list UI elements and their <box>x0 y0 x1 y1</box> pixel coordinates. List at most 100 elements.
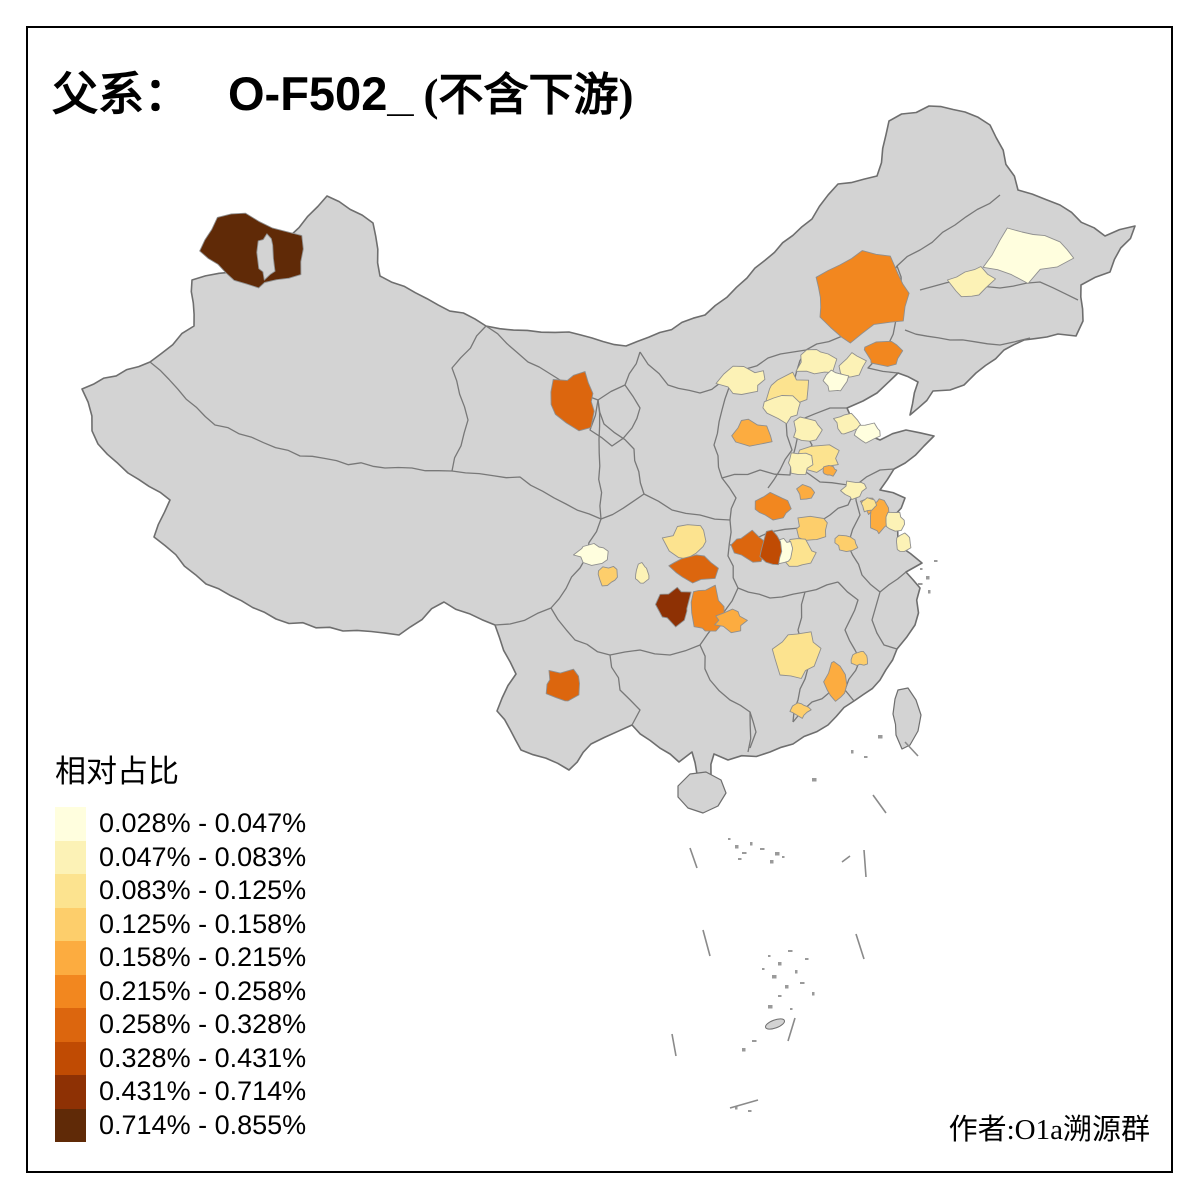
sea-island-speck <box>778 962 782 966</box>
legend-range-label: 0.028% - 0.047% <box>99 808 307 838</box>
sea-island-speck <box>770 860 774 864</box>
sea-island-speck <box>795 970 798 974</box>
legend-range-label: 0.714% - 0.855% <box>99 1109 307 1140</box>
province-border <box>589 351 641 447</box>
colored-region <box>714 608 748 634</box>
legend-range-label: 0.125% - 0.158% <box>99 908 307 939</box>
legend-range-label: 0.047% - 0.083% <box>99 841 307 872</box>
province-border <box>494 518 602 626</box>
colored-region <box>788 452 814 476</box>
sea-island-speck <box>934 560 938 562</box>
province-border <box>847 485 907 593</box>
colored-region <box>668 554 719 584</box>
sea-island-speck <box>864 756 868 758</box>
province-border <box>550 607 725 656</box>
colored-region <box>789 702 812 719</box>
province-border <box>723 519 739 613</box>
colored-region <box>661 524 707 560</box>
province-border <box>721 419 801 479</box>
legend-row: 0.125% - 0.158% <box>55 907 307 941</box>
colored-region <box>690 584 725 632</box>
province-border <box>737 581 839 599</box>
legend-swatch <box>55 840 86 874</box>
sea-island-speck <box>768 955 771 957</box>
colored-region <box>946 266 996 298</box>
legend-swatch <box>55 1108 86 1142</box>
maritime-dash <box>863 849 867 878</box>
province-border <box>799 419 895 487</box>
sea-island <box>765 1018 785 1030</box>
legend-range-label: 0.328% - 0.431% <box>99 1042 307 1073</box>
sea-island-speck <box>778 995 782 997</box>
sea-island-speck <box>772 975 777 979</box>
colored-region <box>823 661 848 702</box>
colored-region <box>860 497 878 513</box>
maritime-dash <box>729 1099 759 1109</box>
legend-row: 0.328% - 0.431% <box>55 1041 307 1075</box>
legend-row: 0.083% - 0.125% <box>55 874 306 908</box>
colored-region <box>896 532 912 553</box>
sea-island-speck <box>752 1040 757 1042</box>
legend-rows: 0.028% - 0.047% 0.047% - 0.083% 0.083% - 0… <box>55 807 306 1142</box>
sea-island-speck <box>920 568 923 570</box>
maritime-dash <box>702 929 711 957</box>
sea-island-speck <box>812 992 815 996</box>
sea-island-speck <box>775 852 780 856</box>
sea-island-speck <box>805 958 809 960</box>
colored-region <box>754 491 792 521</box>
maritime-dash <box>872 794 887 814</box>
sea-island-speck <box>768 1005 773 1009</box>
sea-island-speck <box>738 858 742 860</box>
province-border <box>749 711 757 749</box>
legend-row: 0.028% - 0.047% <box>55 807 306 841</box>
colored-region <box>982 227 1075 284</box>
sea-island-speck <box>812 778 817 782</box>
legend-title: 相对占比 <box>55 754 179 789</box>
sea-island-speck <box>748 1110 752 1112</box>
maritime-dash <box>904 741 919 757</box>
legend-row: 0.431% - 0.714% <box>55 1075 306 1109</box>
maritime-dash <box>855 933 865 960</box>
province-border <box>699 644 752 753</box>
legend-row: 0.215% - 0.258% <box>55 974 306 1008</box>
province-border <box>597 384 626 401</box>
sea-island-speck <box>878 735 883 739</box>
title-haplogroup: O-F502_ <box>228 67 414 120</box>
province-border <box>799 407 847 421</box>
sea-island-speck <box>790 1008 793 1010</box>
legend-range-label: 0.431% - 0.714% <box>99 1076 307 1106</box>
legend: 相对占比 0.028% - 0.047% 0.047% - 0.083% 0.083… <box>55 746 306 1142</box>
legend-swatch <box>55 807 86 841</box>
title-suffix: (不含下游) <box>423 70 634 120</box>
colored-region <box>822 465 838 477</box>
sea-island-speck <box>800 982 805 984</box>
legend-swatch <box>55 974 86 1008</box>
colored-region <box>762 395 801 425</box>
colored-region <box>796 484 816 500</box>
province-border <box>609 654 641 726</box>
colored-region <box>822 369 850 392</box>
colored-region <box>840 480 867 501</box>
province-border <box>149 361 453 472</box>
author-credit: 作者:O1a溯源群 <box>948 1114 1150 1146</box>
colored-region <box>731 418 773 447</box>
legend-swatch <box>55 1041 86 1075</box>
title-prefix: 父系： <box>52 69 190 120</box>
sea-island-speck <box>735 845 739 849</box>
colored-region <box>833 412 862 435</box>
colored-region <box>870 498 890 535</box>
legend-row: 0.714% - 0.855% <box>55 1108 307 1142</box>
province-border <box>837 581 861 702</box>
legend-swatch <box>55 907 86 941</box>
colored-region <box>795 349 838 375</box>
sea-island-speck <box>762 968 765 970</box>
sea-island-speck <box>926 576 930 580</box>
colored-region <box>597 565 618 587</box>
legend-swatch <box>55 941 86 975</box>
sea-island-speck <box>742 852 747 854</box>
sea-island-speck <box>788 950 793 952</box>
colored-region <box>838 352 867 378</box>
colored-region <box>635 562 650 584</box>
colored-region <box>256 233 276 281</box>
colored-region <box>796 515 828 541</box>
